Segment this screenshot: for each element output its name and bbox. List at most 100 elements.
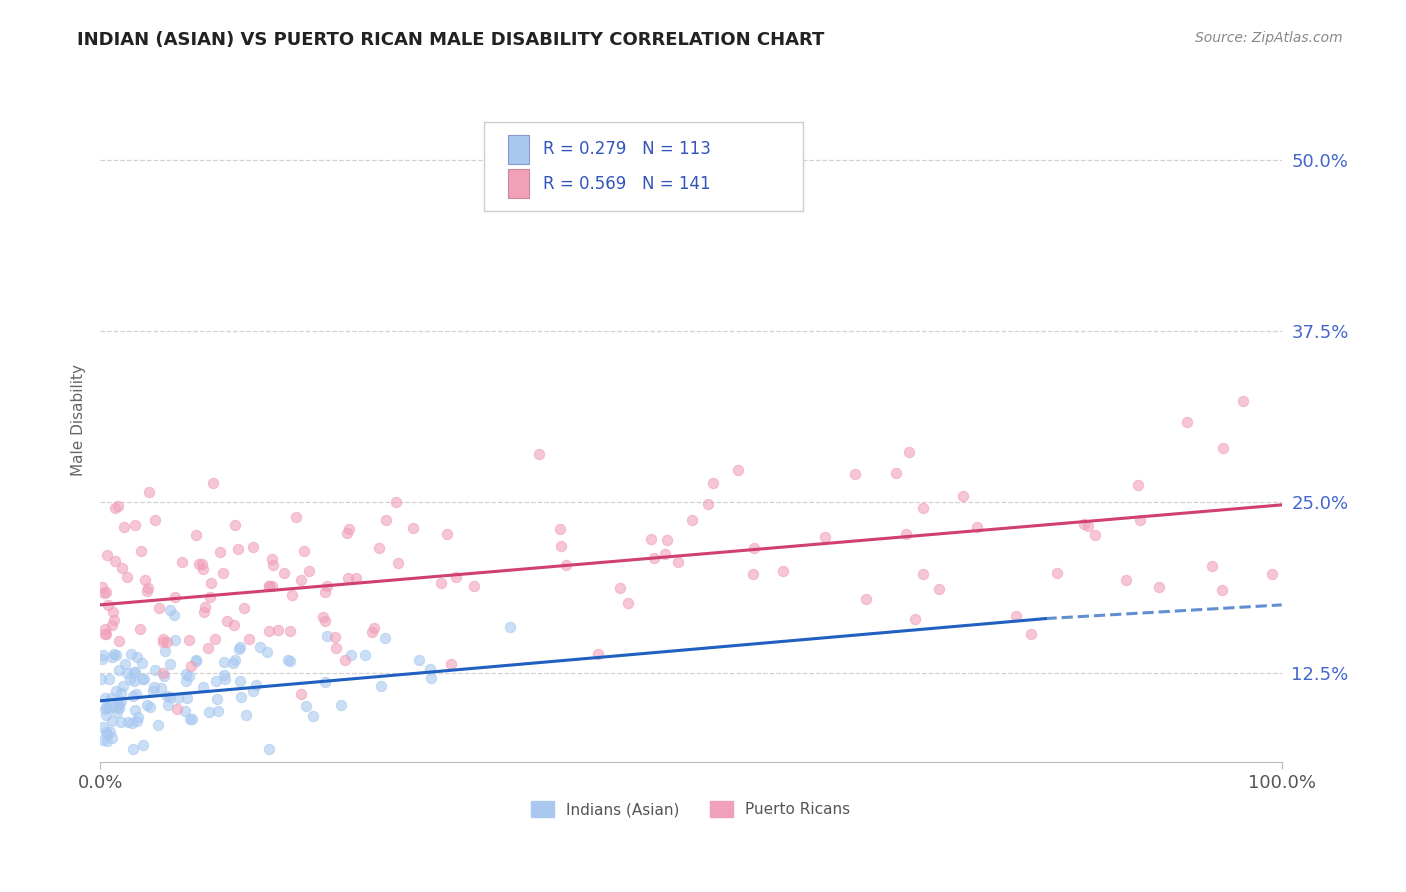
Indians (Asian)	[302, 709, 325, 723]
Puerto Ricans	[314, 584, 336, 599]
Indians (Asian)	[127, 714, 149, 729]
Indians (Asian)	[159, 690, 181, 704]
Puerto Ricans	[260, 579, 283, 593]
Puerto Ricans	[200, 590, 222, 604]
Indians (Asian)	[370, 679, 392, 693]
Puerto Ricans	[257, 579, 280, 593]
Indians (Asian)	[205, 692, 228, 706]
Puerto Ricans	[385, 494, 408, 508]
Puerto Ricans	[280, 589, 302, 603]
Puerto Ricans	[1212, 442, 1234, 456]
Puerto Ricans	[1128, 513, 1150, 527]
Puerto Ricans	[202, 476, 225, 491]
Indians (Asian)	[96, 707, 118, 722]
Indians (Asian)	[174, 667, 197, 681]
Puerto Ricans	[323, 631, 346, 645]
Puerto Ricans	[107, 499, 129, 513]
Puerto Ricans	[166, 702, 188, 716]
Puerto Ricans	[200, 575, 222, 590]
Puerto Ricans	[284, 510, 307, 524]
Puerto Ricans	[387, 556, 409, 570]
Puerto Ricans	[894, 527, 917, 541]
Indians (Asian)	[124, 674, 146, 689]
Indians (Asian)	[108, 663, 131, 677]
Indians (Asian)	[90, 673, 112, 687]
Indians (Asian)	[163, 608, 186, 623]
Indians (Asian)	[177, 669, 200, 683]
Indians (Asian)	[224, 653, 246, 667]
Indians (Asian)	[100, 691, 122, 706]
Puerto Ricans	[297, 564, 319, 578]
Puerto Ricans	[884, 466, 907, 480]
FancyBboxPatch shape	[484, 122, 803, 211]
Puerto Ricans	[1201, 558, 1223, 573]
Puerto Ricans	[1019, 626, 1042, 640]
Puerto Ricans	[952, 489, 974, 503]
Puerto Ricans	[94, 627, 117, 641]
Indians (Asian)	[108, 701, 131, 715]
Puerto Ricans	[1084, 527, 1107, 541]
Puerto Ricans	[292, 543, 315, 558]
Indians (Asian)	[121, 716, 143, 731]
Puerto Ricans	[681, 513, 703, 527]
Indians (Asian)	[330, 698, 353, 712]
Puerto Ricans	[93, 586, 115, 600]
Indians (Asian)	[96, 734, 118, 748]
Puerto Ricans	[666, 555, 689, 569]
Puerto Ricans	[112, 520, 135, 534]
Puerto Ricans	[463, 579, 485, 593]
Indians (Asian)	[105, 684, 128, 698]
Puerto Ricans	[375, 513, 398, 527]
Puerto Ricans	[96, 548, 118, 562]
Puerto Ricans	[108, 633, 131, 648]
Indians (Asian)	[124, 665, 146, 679]
Indians (Asian)	[156, 690, 179, 704]
Puerto Ricans	[1232, 393, 1254, 408]
Puerto Ricans	[586, 648, 609, 662]
Puerto Ricans	[363, 622, 385, 636]
Indians (Asian)	[153, 669, 176, 683]
Puerto Ricans	[609, 581, 631, 595]
Indians (Asian)	[157, 698, 180, 713]
Indians (Asian)	[159, 657, 181, 672]
Puerto Ricans	[110, 560, 132, 574]
Puerto Ricans	[1077, 519, 1099, 533]
Puerto Ricans	[101, 605, 124, 619]
Indians (Asian)	[214, 673, 236, 687]
Puerto Ricans	[742, 541, 765, 556]
Indians (Asian)	[115, 666, 138, 681]
Indians (Asian)	[420, 671, 443, 685]
Puerto Ricans	[1046, 566, 1069, 580]
Puerto Ricans	[772, 564, 794, 578]
Indians (Asian)	[105, 648, 128, 663]
Puerto Ricans	[204, 632, 226, 646]
Indians (Asian)	[93, 648, 115, 663]
Indians (Asian)	[96, 724, 118, 739]
Puerto Ricans	[163, 591, 186, 605]
Puerto Ricans	[103, 614, 125, 628]
Indians (Asian)	[120, 647, 142, 661]
Puerto Ricans	[367, 541, 389, 555]
Indians (Asian)	[207, 704, 229, 718]
Indians (Asian)	[179, 712, 201, 726]
Indians (Asian)	[127, 710, 149, 724]
Indians (Asian)	[110, 686, 132, 700]
Puerto Ricans	[727, 463, 749, 477]
Puerto Ricans	[224, 617, 246, 632]
Indians (Asian)	[98, 724, 121, 739]
Indians (Asian)	[121, 741, 143, 756]
Puerto Ricans	[260, 552, 283, 566]
Indians (Asian)	[93, 690, 115, 705]
Indians (Asian)	[107, 698, 129, 712]
Puerto Ricans	[290, 573, 312, 587]
Puerto Ricans	[197, 640, 219, 655]
Indians (Asian)	[212, 667, 235, 681]
Indians (Asian)	[499, 619, 522, 633]
Indians (Asian)	[167, 691, 190, 706]
Puerto Ricans	[136, 581, 159, 595]
Puerto Ricans	[911, 501, 934, 516]
Puerto Ricans	[273, 566, 295, 580]
Indians (Asian)	[184, 654, 207, 668]
Puerto Ricans	[337, 522, 360, 536]
Indians (Asian)	[135, 698, 157, 712]
